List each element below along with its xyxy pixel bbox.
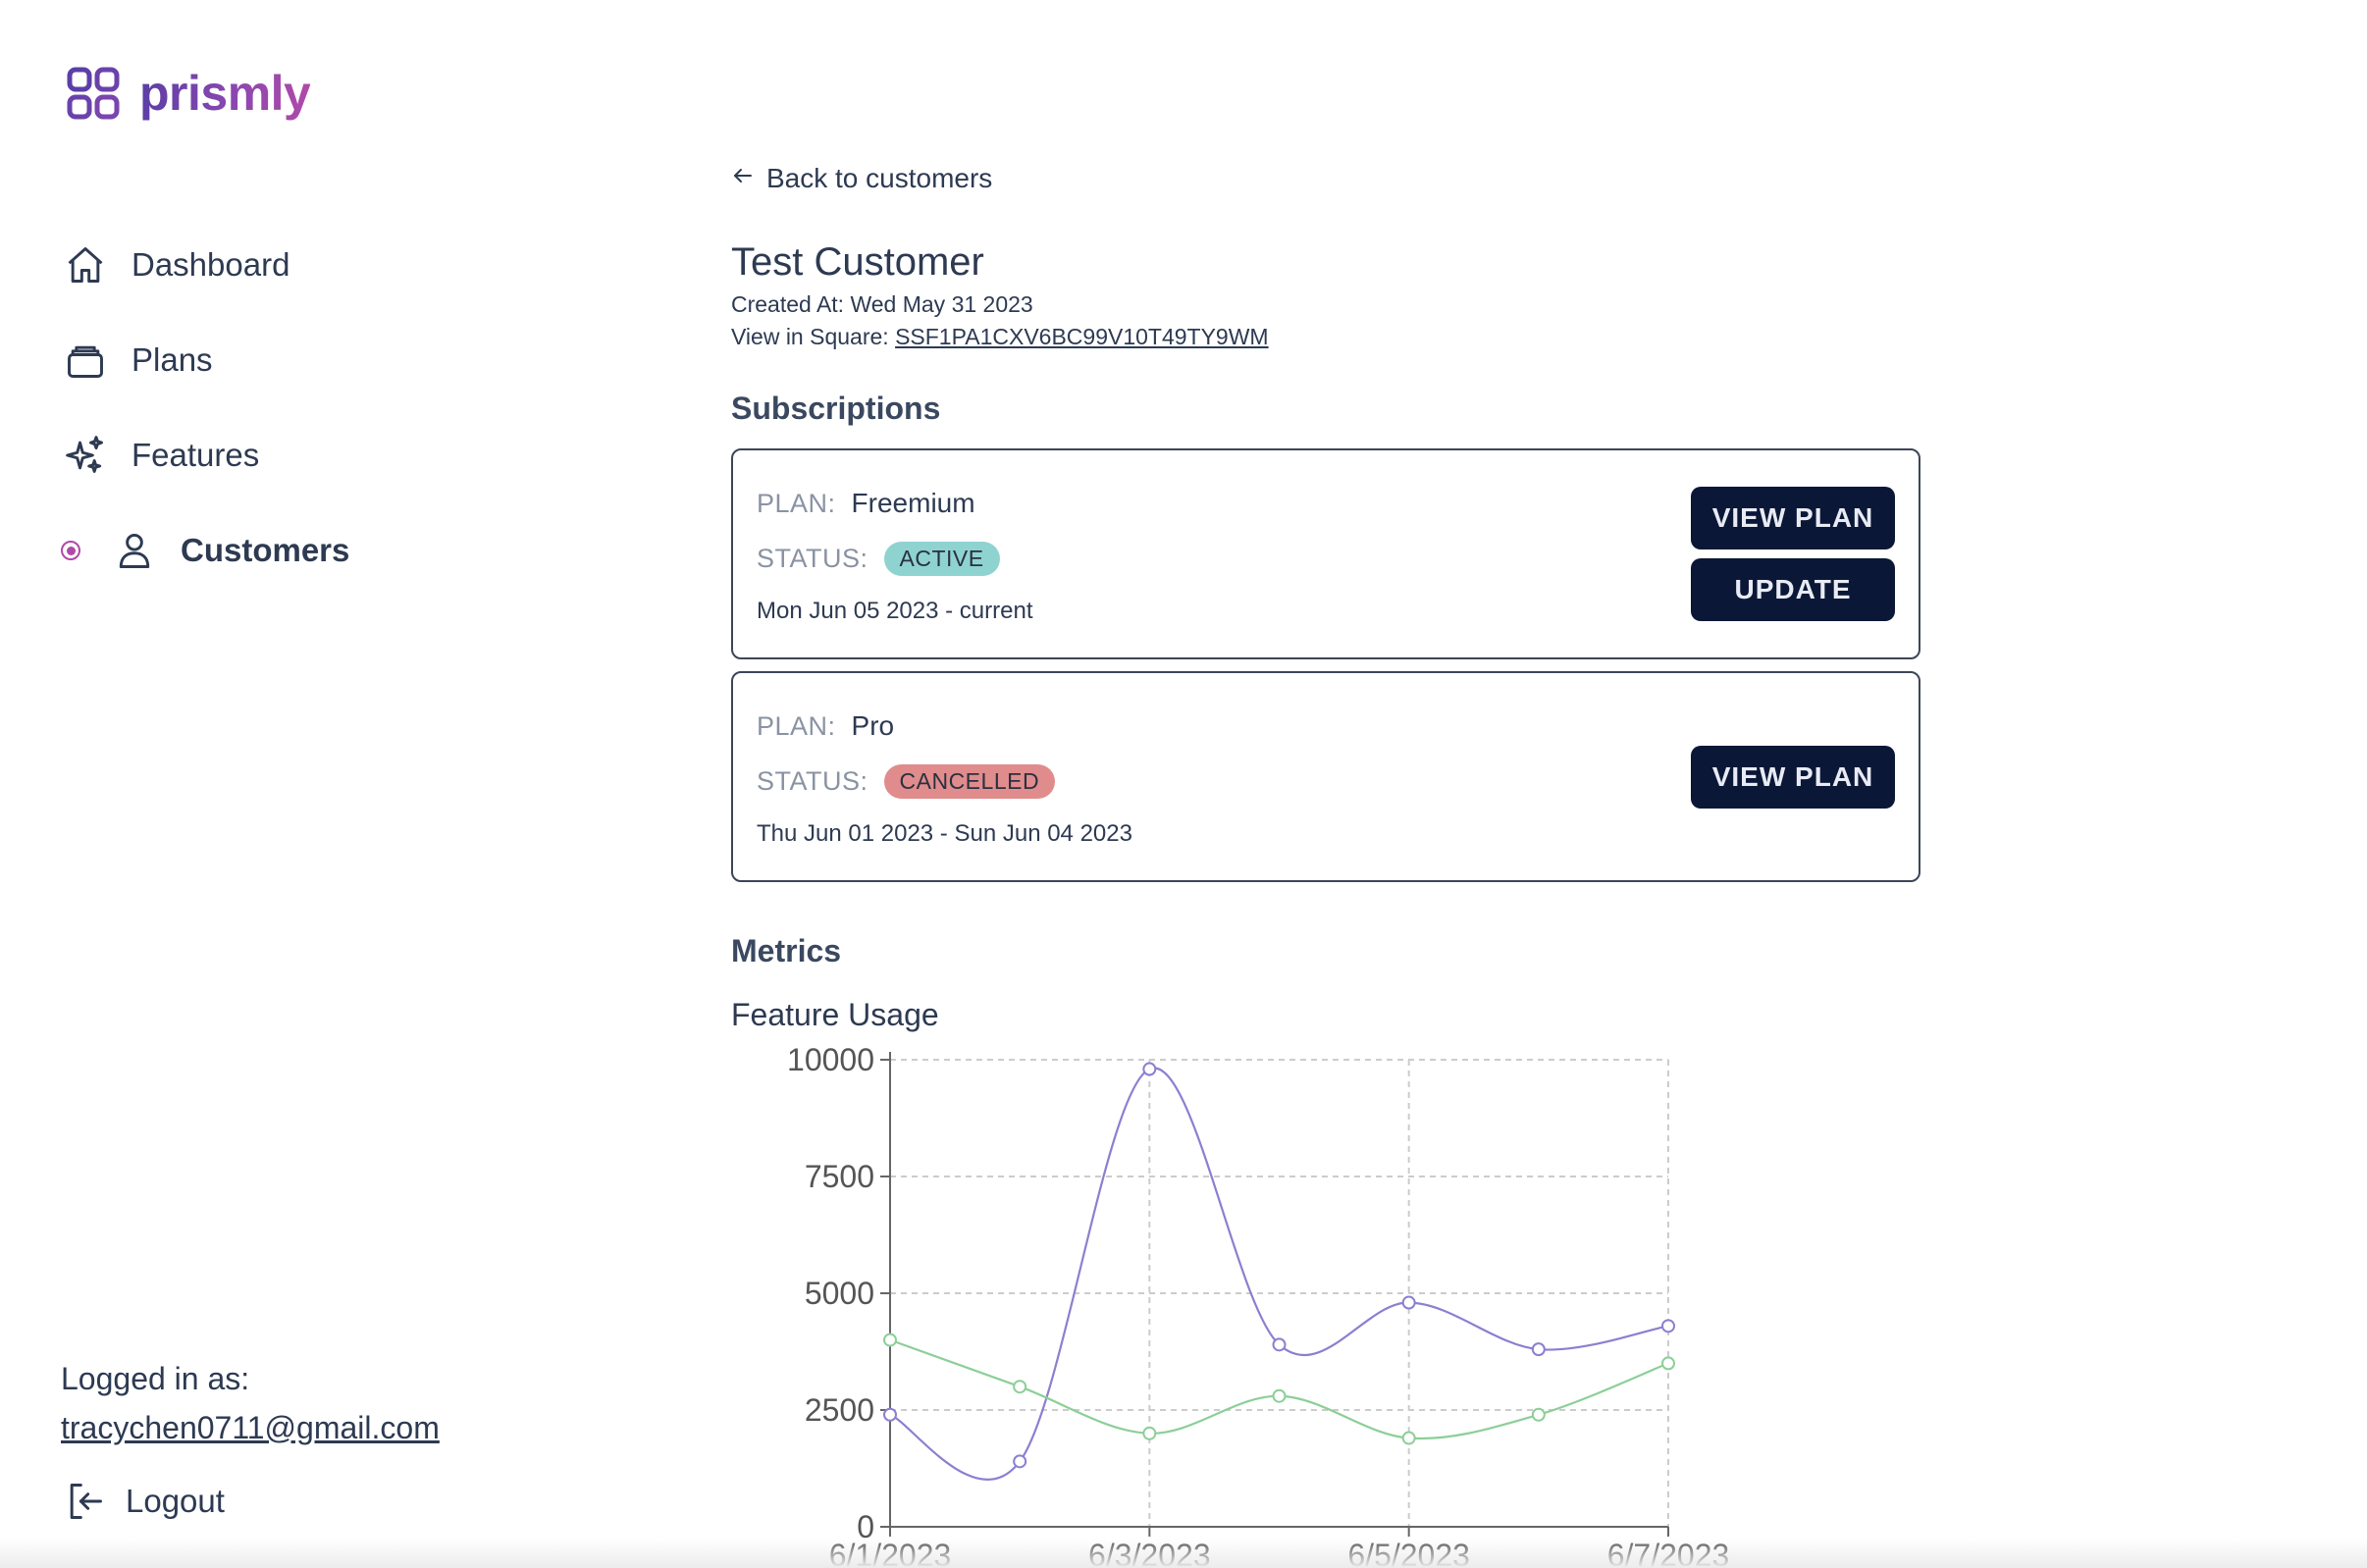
data-point xyxy=(1661,1356,1675,1371)
subscription-card: PLAN: Freemium STATUS: ACTIVE Mon Jun 05… xyxy=(731,448,1920,659)
metrics-heading: Metrics xyxy=(731,933,842,968)
data-point xyxy=(1401,1431,1416,1445)
status-badge: ACTIVE xyxy=(883,542,1000,576)
created-at-label: Created At: xyxy=(731,291,845,317)
logout-icon xyxy=(70,1484,102,1519)
square-label: View in Square: xyxy=(731,324,889,349)
back-label: Back to customers xyxy=(766,163,993,193)
sidebar-item-plans[interactable]: Plans xyxy=(61,331,349,390)
data-point xyxy=(883,1333,897,1347)
sidebar-item-label: Dashboard xyxy=(132,246,290,283)
status-row: STATUS: CANCELLED xyxy=(757,764,1056,799)
logo-icon xyxy=(67,67,120,120)
plan-row: PLAN: Pro xyxy=(757,710,894,742)
series-line xyxy=(889,1067,1669,1481)
sidebar-item-label: Features xyxy=(132,437,260,473)
home-icon xyxy=(61,240,110,289)
plan-row: PLAN: Freemium xyxy=(757,488,975,519)
subscription-dates: Mon Jun 05 2023 - current xyxy=(757,598,1033,624)
sparkles-icon xyxy=(61,431,110,480)
sidebar-item-label: Customers xyxy=(181,532,350,568)
data-point xyxy=(1272,1337,1287,1352)
sidebar-nav: Dashboard Plans Features Customers xyxy=(61,235,349,616)
sidebar-item-label: Plans xyxy=(132,341,213,378)
logged-in-info: Logged in as: tracychen0711@gmail.com xyxy=(61,1354,440,1452)
sidebar-item-customers[interactable]: Customers xyxy=(61,521,349,580)
data-point xyxy=(1401,1295,1416,1310)
square-id-link[interactable]: SSF1PA1CXV6BC99V10T49TY9WM xyxy=(895,324,1269,349)
y-tick-label: 10000 xyxy=(787,1042,874,1077)
layers-icon xyxy=(61,336,110,385)
update-button[interactable]: UPDATE xyxy=(1691,558,1895,621)
data-point xyxy=(1661,1319,1675,1333)
data-point xyxy=(1142,1426,1157,1440)
data-point xyxy=(1142,1062,1157,1076)
data-point xyxy=(1272,1388,1287,1403)
y-tick-label: 7500 xyxy=(805,1159,874,1194)
page-title: Test Customer xyxy=(731,240,984,284)
square-link-row: View in Square: SSF1PA1CXV6BC99V10T49TY9… xyxy=(731,324,1269,350)
sidebar-item-features[interactable]: Features xyxy=(61,426,349,485)
plan-name: Freemium xyxy=(851,488,975,518)
y-tick-label: 2500 xyxy=(805,1392,874,1428)
status-label: STATUS: xyxy=(757,544,868,573)
created-at: Created At: Wed May 31 2023 xyxy=(731,291,1033,318)
logout-label: Logout xyxy=(126,1483,225,1519)
subscription-card: PLAN: Pro STATUS: CANCELLED Thu Jun 01 2… xyxy=(731,671,1920,882)
logged-in-label: Logged in as: xyxy=(61,1361,250,1396)
view-plan-button[interactable]: VIEW PLAN xyxy=(1691,487,1895,549)
feature-usage-chart: 0250050007500100006/1/20236/3/20236/5/20… xyxy=(787,1042,1729,1568)
app-logo[interactable]: prismly xyxy=(67,65,311,122)
bottom-fade xyxy=(0,1539,2367,1568)
feature-usage-heading: Feature Usage xyxy=(731,997,939,1032)
data-point xyxy=(883,1407,897,1422)
app-name: prismly xyxy=(139,66,311,121)
back-to-customers-link[interactable]: Back to customers xyxy=(731,163,992,194)
user-email-link[interactable]: tracychen0711@gmail.com xyxy=(61,1410,440,1445)
logout-button[interactable]: Logout xyxy=(63,1480,225,1523)
data-point xyxy=(1013,1380,1027,1394)
active-indicator-icon xyxy=(61,541,80,560)
y-tick-label: 5000 xyxy=(805,1276,874,1311)
created-at-value: Wed May 31 2023 xyxy=(850,291,1033,317)
subscriptions-heading: Subscriptions xyxy=(731,391,941,426)
plan-name: Pro xyxy=(851,710,895,741)
data-point xyxy=(1531,1342,1546,1357)
plan-label: PLAN: xyxy=(757,710,836,741)
plan-label: PLAN: xyxy=(757,488,836,518)
subscription-dates: Thu Jun 01 2023 - Sun Jun 04 2023 xyxy=(757,820,1132,847)
data-point xyxy=(1013,1454,1027,1469)
arrow-left-icon xyxy=(731,163,755,194)
data-point xyxy=(1531,1407,1546,1422)
sidebar-item-dashboard[interactable]: Dashboard xyxy=(61,235,349,294)
status-label: STATUS: xyxy=(757,766,868,796)
y-tick-label: 0 xyxy=(857,1509,874,1544)
status-badge: CANCELLED xyxy=(883,764,1056,799)
user-icon xyxy=(110,526,159,575)
status-row: STATUS: ACTIVE xyxy=(757,542,1000,576)
view-plan-button[interactable]: VIEW PLAN xyxy=(1691,746,1895,809)
